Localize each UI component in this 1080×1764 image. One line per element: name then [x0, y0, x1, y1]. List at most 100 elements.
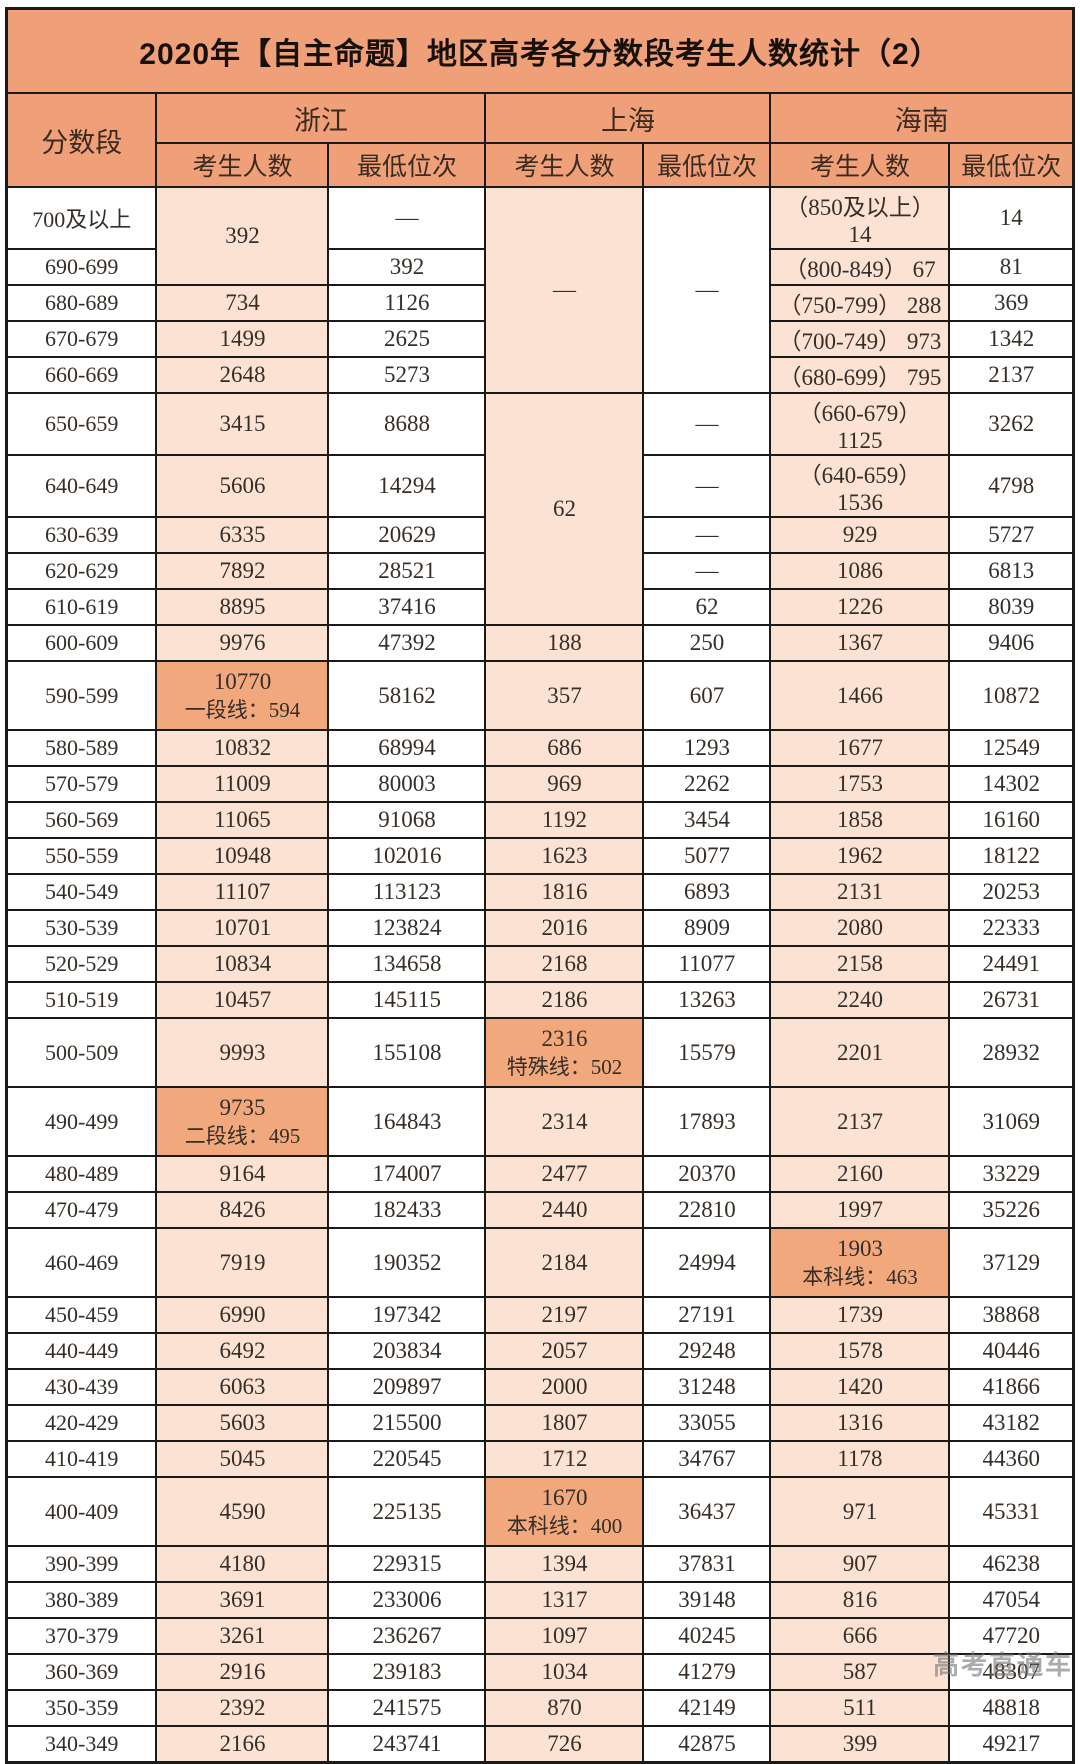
- shanghai-count-cell: 2168: [484, 945, 645, 983]
- zhejiang-rank-header: 最低位次: [327, 142, 487, 188]
- table-row: 570-579 11009 80003 969 2262 1753 14302: [5, 765, 1075, 803]
- hainan-count-cell: （640-659） 1536: [769, 454, 951, 518]
- table-row: 490-499 9735 二段线：495 164843 2314 17893 2137 310…: [5, 1086, 1075, 1157]
- zhejiang-rank-cell: 123824: [327, 909, 487, 947]
- zhejiang-rank-cell: 225135: [327, 1476, 487, 1547]
- zhejiang-count-cell: 10770 一段线：594: [155, 660, 330, 731]
- table-body: 700及以上 392— — — （850及以上） 14 14 690-699 392 （800-…: [5, 186, 1075, 1763]
- hainan-count-cell: 1677: [769, 729, 951, 767]
- hainan-count-cell: 1753: [769, 765, 951, 803]
- shanghai-rank-cell: 33055: [642, 1404, 772, 1442]
- zhejiang-rank-cell: 197342: [327, 1296, 487, 1334]
- shanghai-count-cell: 1623: [484, 837, 645, 875]
- table-row: 690-699 392 （800-849） 67 81: [5, 248, 1075, 286]
- score-range-cell: 700及以上: [5, 186, 158, 250]
- score-range-cell: 480-489: [5, 1155, 158, 1193]
- hainan-rank-cell: 43182: [948, 1404, 1075, 1442]
- shanghai-count-cell: 2316 特殊线：502: [484, 1017, 645, 1088]
- shanghai-count-cell: 2184: [484, 1227, 645, 1298]
- shanghai-count-cell: 1670 本科线：400: [484, 1476, 645, 1547]
- zhejiang-count-cell: 734: [155, 284, 330, 322]
- zhejiang-rank-cell: 14294: [327, 454, 487, 518]
- hainan-rank-cell: 3262: [948, 392, 1075, 456]
- score-range-cell: 510-519: [5, 981, 158, 1019]
- shanghai-rank-cell: —: [642, 552, 772, 590]
- zhejiang-count-cell: 4180: [155, 1545, 330, 1583]
- hainan-rank-cell: 14302: [948, 765, 1075, 803]
- shanghai-rank-cell: 42875: [642, 1725, 772, 1763]
- shanghai-count-cell: 2000: [484, 1368, 645, 1406]
- table-row: 340-349 2166 243741 726 42875 399 49217: [5, 1725, 1075, 1763]
- zhejiang-rank-cell: 239183: [327, 1653, 487, 1691]
- zhejiang-count-cell: 6492: [155, 1332, 330, 1370]
- table-row: 370-379 3261 236267 1097 40245 666 47720: [5, 1617, 1075, 1655]
- shanghai-count-cell: 2057: [484, 1332, 645, 1370]
- zhejiang-rank-cell: 28521: [327, 552, 487, 590]
- hainan-rank-cell: 9406: [948, 624, 1075, 662]
- shanghai-count-cell: 1192: [484, 801, 645, 839]
- zhejiang-count-cell: 8895: [155, 588, 330, 626]
- shanghai-count-cell: 1816: [484, 873, 645, 911]
- zhejiang-count-cell: 10948: [155, 837, 330, 875]
- hainan-rank-cell: 35226: [948, 1191, 1075, 1229]
- zhejiang-count-cell: 10834: [155, 945, 330, 983]
- zhejiang-rank-cell: 102016: [327, 837, 487, 875]
- hainan-count-cell: 2158: [769, 945, 951, 983]
- shanghai-count-cell: 357: [484, 660, 645, 731]
- score-range-cell: 520-529: [5, 945, 158, 983]
- zhejiang-count-cell: 3691: [155, 1581, 330, 1619]
- score-range-cell: 600-609: [5, 624, 158, 662]
- zhejiang-count-cell: 4590: [155, 1476, 330, 1547]
- shanghai-count-cell: 62: [484, 392, 645, 626]
- zhejiang-rank-cell: —: [327, 186, 487, 250]
- shanghai-rank-cell: 3454: [642, 801, 772, 839]
- zhejiang-rank-cell: 236267: [327, 1617, 487, 1655]
- shanghai-count-cell: 2197: [484, 1296, 645, 1334]
- table-row: 440-449 6492 203834 2057 29248 1578 40446: [5, 1332, 1075, 1370]
- table-row: 620-629 7892 28521 —1086 6813: [5, 552, 1075, 590]
- table-row: 660-669 2648 5273 （680-699） 795 2137: [5, 356, 1075, 394]
- zhejiang-rank-cell: 91068: [327, 801, 487, 839]
- zhejiang-count-cell: 11009: [155, 765, 330, 803]
- hainan-count-cell: 2131: [769, 873, 951, 911]
- hainan-count-cell: 2201: [769, 1017, 951, 1088]
- hainan-count-cell: 1316: [769, 1404, 951, 1442]
- zhejiang-count-header: 考生人数: [155, 142, 330, 188]
- zhejiang-count-cell: 7919: [155, 1227, 330, 1298]
- hainan-rank-cell: 46238: [948, 1545, 1075, 1583]
- zhejiang-count-cell: 6335: [155, 516, 330, 554]
- shanghai-count-cell: 1394: [484, 1545, 645, 1583]
- hainan-count-cell: 1178: [769, 1440, 951, 1478]
- table-row: 630-639 6335 20629 —929 5727: [5, 516, 1075, 554]
- hainan-count-cell: 1226: [769, 588, 951, 626]
- hainan-count-cell: 971: [769, 1476, 951, 1547]
- table-row: 590-599 10770 一段线：594 58162 357 607 1466 10872: [5, 660, 1075, 731]
- table-row: 650-659 3415 8688 62— （660-679） 1125 3262: [5, 392, 1075, 626]
- shanghai-count-cell: 1097: [484, 1617, 645, 1655]
- region-header-zhejiang: 浙江: [155, 92, 487, 144]
- hainan-rank-cell: 38868: [948, 1296, 1075, 1334]
- hainan-count-cell: 1997: [769, 1191, 951, 1229]
- hainan-rank-cell: 369: [948, 284, 1075, 322]
- zhejiang-rank-cell: 2625: [327, 320, 487, 358]
- hainan-count-cell: （750-799） 288: [769, 284, 951, 322]
- hainan-count-cell: 1858: [769, 801, 951, 839]
- shanghai-count-cell: 726: [484, 1725, 645, 1763]
- zhejiang-count-cell: 5603: [155, 1404, 330, 1442]
- score-range-cell: 340-349: [5, 1725, 158, 1763]
- hainan-count-cell: 399: [769, 1725, 951, 1763]
- watermark: 高考直通车: [933, 1651, 1074, 1680]
- zhejiang-rank-cell: 20629: [327, 516, 487, 554]
- shanghai-count-cell: 1317: [484, 1581, 645, 1619]
- score-range-column-header: 分数段: [5, 92, 158, 188]
- zhejiang-rank-cell: 229315: [327, 1545, 487, 1583]
- hainan-count-cell: （800-849） 67: [769, 248, 951, 286]
- zhejiang-rank-cell: 243741: [327, 1725, 487, 1763]
- hainan-rank-cell: 14: [948, 186, 1075, 250]
- score-range-cell: 500-509: [5, 1017, 158, 1088]
- hainan-rank-cell: 45331: [948, 1476, 1075, 1547]
- score-range-cell: 420-429: [5, 1404, 158, 1442]
- score-range-cell: 460-469: [5, 1227, 158, 1298]
- title-row: 2020年【自主命题】地区高考各分数段考生人数统计（2）: [5, 7, 1075, 94]
- table-row: 500-509 9993 155108 2316 特殊线：502 15579 2201 289…: [5, 1017, 1075, 1088]
